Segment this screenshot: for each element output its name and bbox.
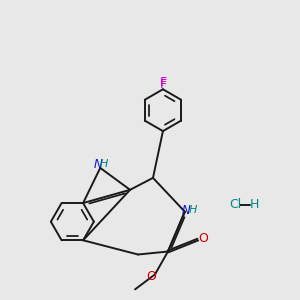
- Text: F: F: [159, 76, 167, 89]
- Text: N: N: [94, 158, 102, 171]
- Text: F: F: [159, 78, 167, 91]
- Text: H: H: [100, 159, 108, 169]
- Text: O: O: [146, 270, 156, 283]
- Text: H: H: [189, 205, 197, 215]
- Text: Cl: Cl: [229, 198, 241, 211]
- Text: N: N: [182, 204, 191, 217]
- Text: O: O: [198, 232, 208, 244]
- Text: H: H: [250, 198, 259, 211]
